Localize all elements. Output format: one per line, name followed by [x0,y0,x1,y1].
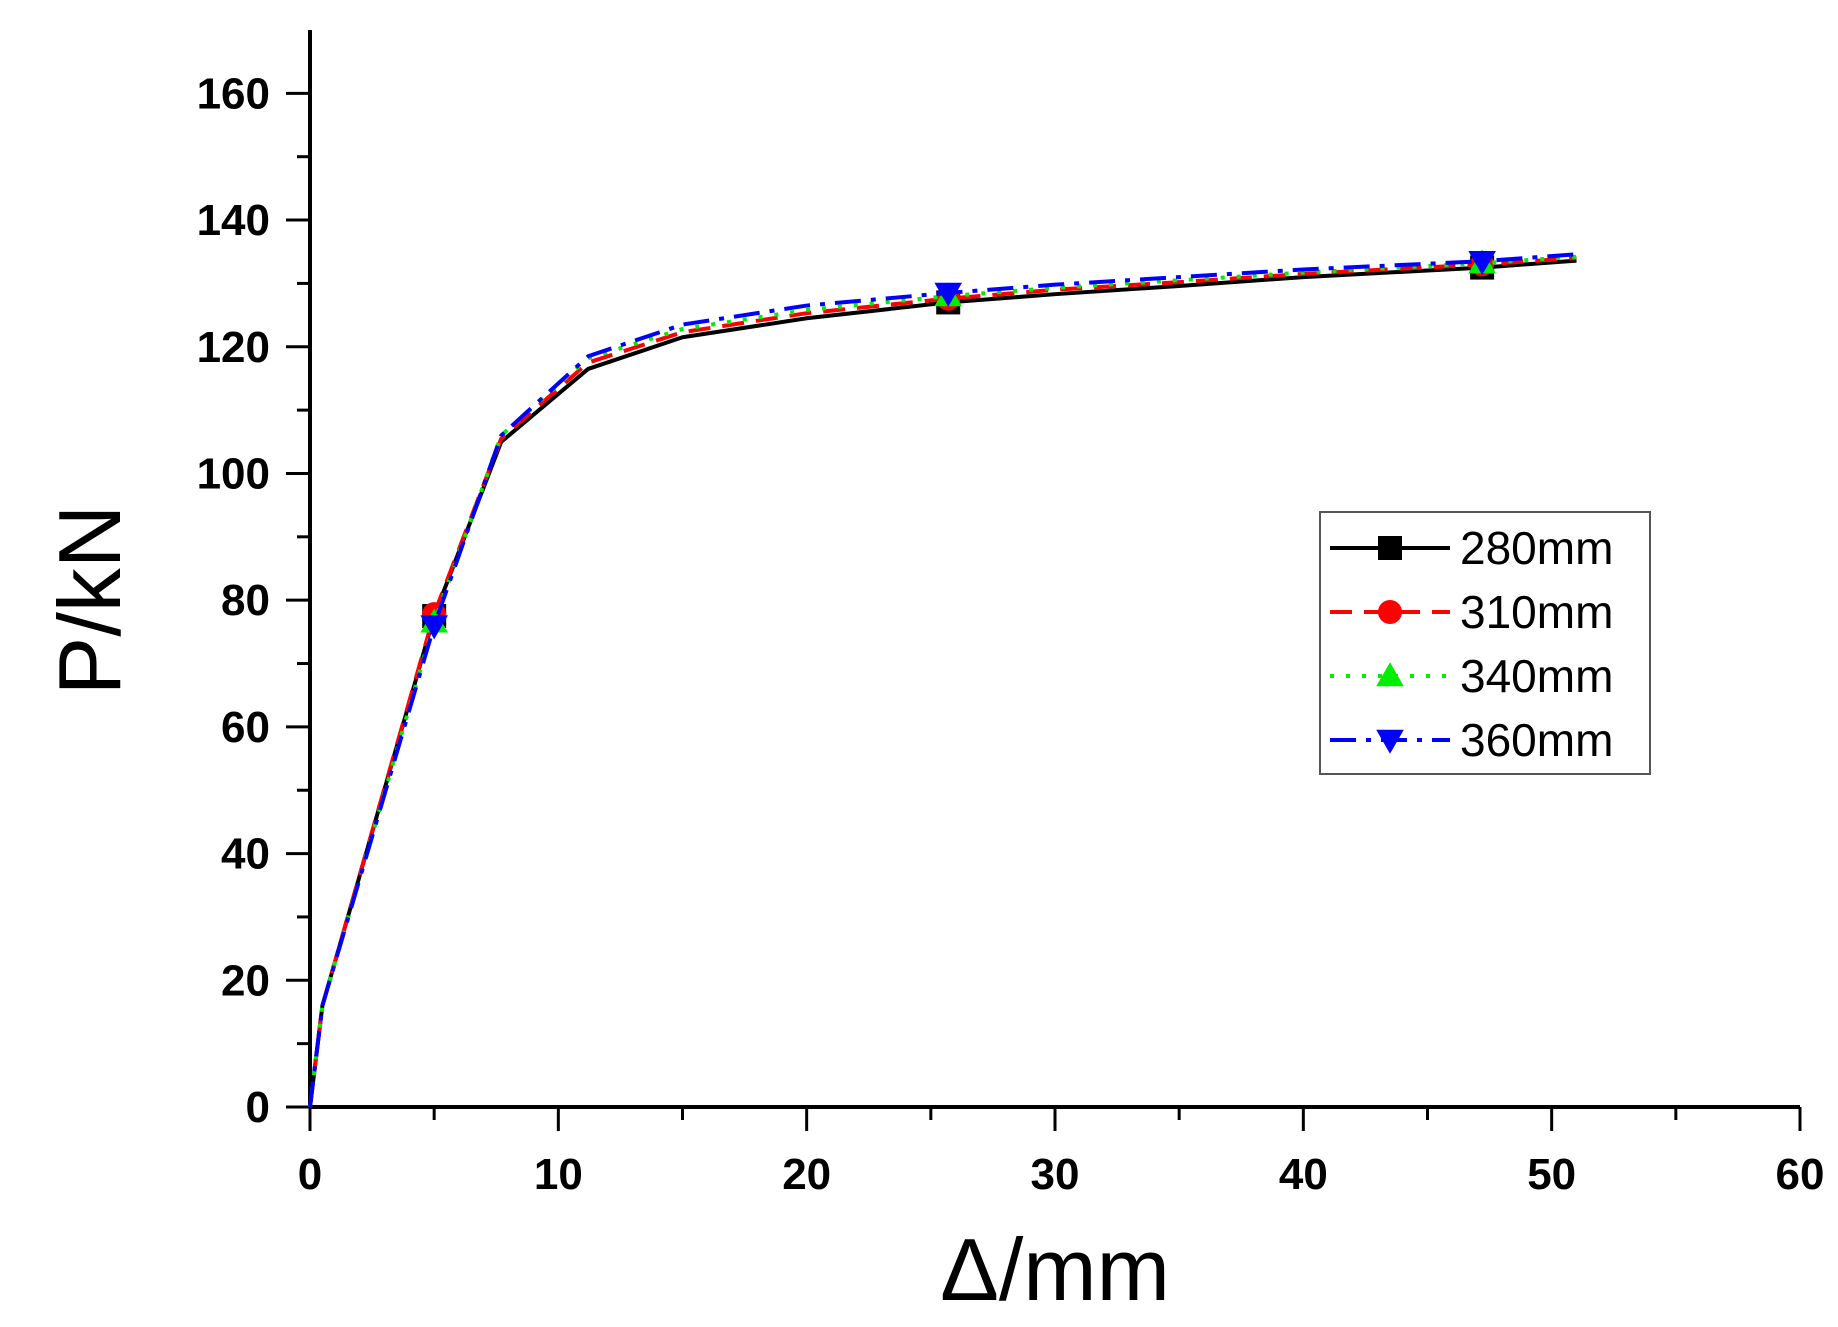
legend-label: 340mm [1460,650,1613,702]
y-tick-label: 120 [197,323,270,372]
axis-ticks: 0 10 20 30 40 50 60 0 20 40 60 80 100 120 140 160 [197,69,1825,1199]
x-axis-title: Δ/mm [940,1220,1170,1319]
x-tick-label: 60 [1776,1150,1825,1199]
legend-swatch-marker [1376,662,1404,687]
y-tick-label: 140 [197,196,270,245]
legend-swatch-marker [1378,536,1402,560]
y-tick-label: 80 [221,576,270,625]
chart-legend: 280mm 310mm 340mm 360mm [1319,511,1651,775]
y-tick-label: 40 [221,830,270,879]
legend-item: 360mm [1330,714,1613,766]
x-tick-label: 0 [298,1150,322,1199]
legend-item: 280mm [1330,522,1613,574]
y-tick-label: 0 [246,1083,270,1132]
legend-item: 340mm [1330,650,1613,702]
x-tick-label: 50 [1527,1150,1576,1199]
legend-label: 310mm [1460,586,1613,638]
legend-swatch-marker [1376,729,1404,754]
y-axis-title: P/kN [40,505,139,696]
series-line [308,254,1577,1108]
chart-series [308,249,1577,1108]
legend-label: 280mm [1460,522,1613,574]
y-tick-label: 160 [197,69,270,118]
y-tick-label: 20 [221,956,270,1005]
y-tick-label: 100 [197,449,270,498]
data-point-marker [1468,251,1496,276]
legend-label: 360mm [1460,714,1613,766]
x-tick-label: 40 [1279,1150,1328,1199]
data-point-marker [420,615,448,640]
y-tick-label: 60 [221,703,270,752]
legend-box [1319,511,1651,775]
legend-swatch-marker [1378,600,1402,624]
x-tick-label: 10 [534,1150,583,1199]
legend-item: 310mm [1330,586,1613,638]
x-tick-label: 30 [1031,1150,1080,1199]
series-360mm [308,251,1577,1108]
data-point-marker [934,282,963,307]
x-tick-label: 20 [782,1150,831,1199]
